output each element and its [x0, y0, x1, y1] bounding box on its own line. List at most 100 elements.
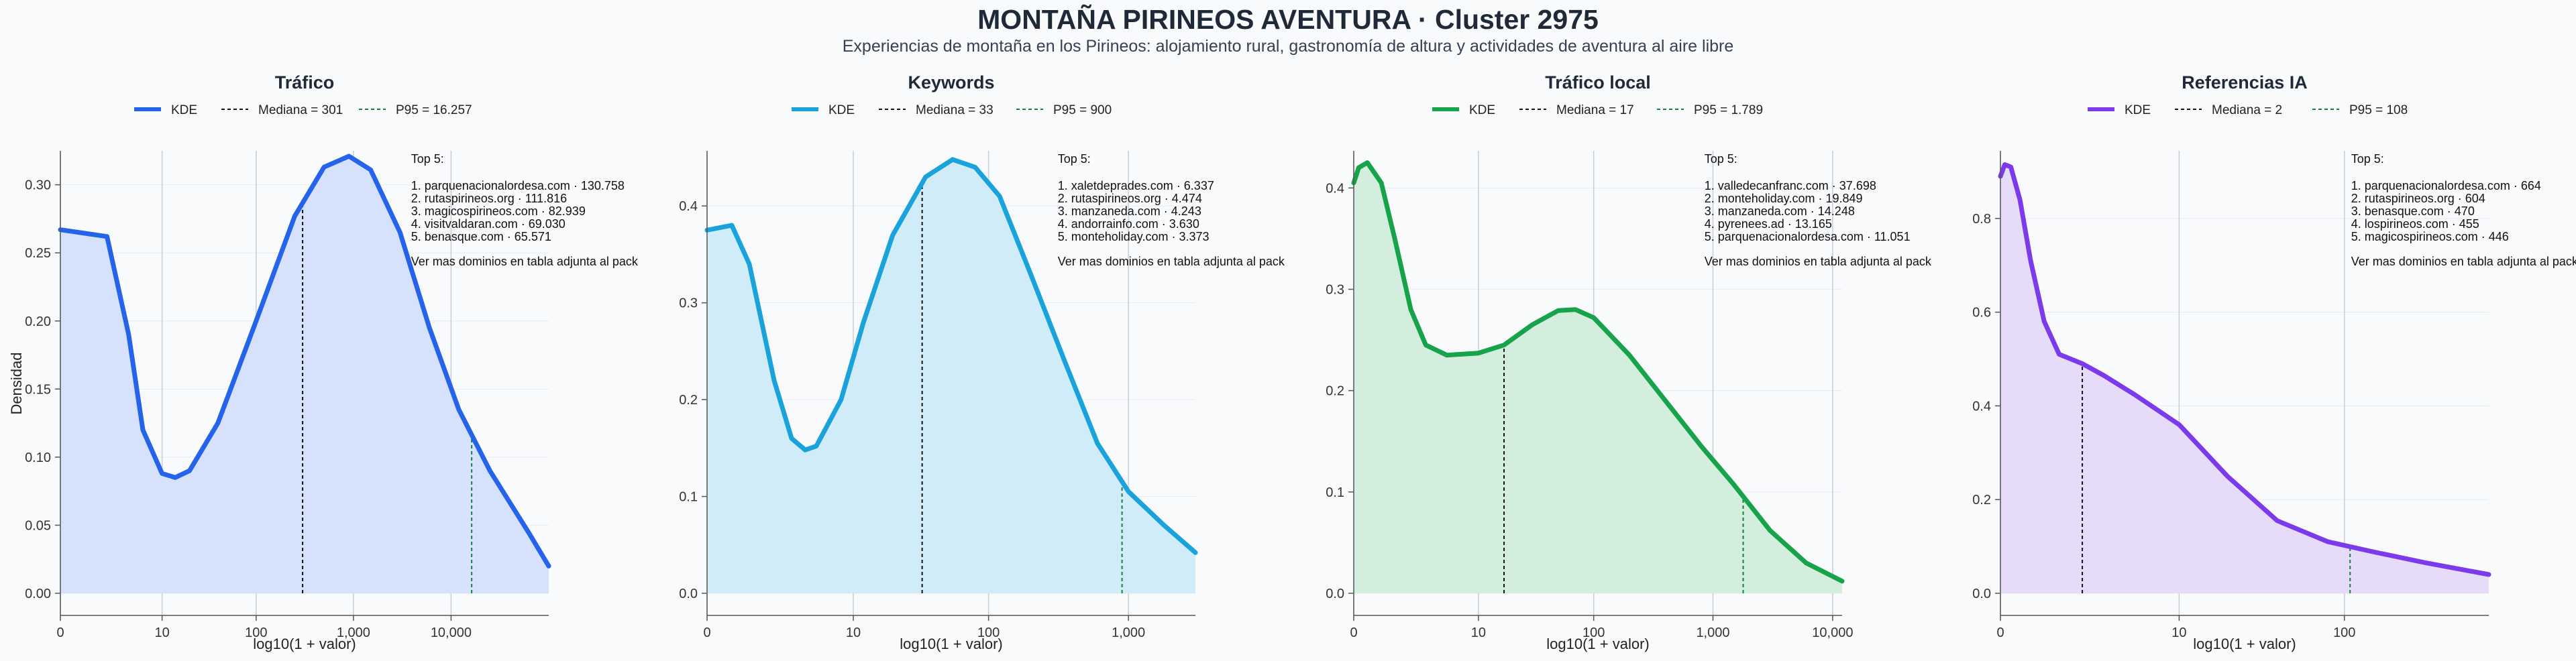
y-axis-label: Densidad — [8, 353, 25, 415]
y-tick-label: 0.8 — [1972, 212, 1991, 227]
top5-item: 5. magicospirineos.com · 446 — [2351, 230, 2509, 243]
legend-kde-label: KDE — [1469, 103, 1495, 117]
y-tick-label: 0.6 — [1972, 306, 1991, 320]
y-tick-label: 0.4 — [1972, 399, 1991, 414]
kde-curve — [1351, 160, 1845, 584]
x-tick-label: 10 — [846, 625, 861, 640]
x-tick-label: 0 — [56, 625, 64, 640]
legend-p95-label: P95 = 16.257 — [396, 103, 472, 117]
legend-kde-label: KDE — [828, 103, 855, 117]
top5-note: Ver mas dominios en tabla adjunta al pac… — [1705, 255, 1932, 268]
top5-title: Top 5: — [2351, 152, 2384, 166]
top5-note: Ver mas dominios en tabla adjunta al pac… — [411, 255, 639, 268]
kde-area — [707, 159, 1195, 593]
y-tick-label: 0.1 — [1326, 485, 1344, 500]
x-tick-label: 10,000 — [1812, 625, 1853, 640]
chart-panel-4: Referencias IA KDE Mediana = 2 P95 = 108 0.0… — [1972, 72, 2576, 652]
x-tick-label: 0 — [1996, 625, 2004, 640]
y-tick-label: 0.0 — [1972, 587, 1991, 601]
legend-p95-label: P95 = 108 — [2349, 103, 2408, 117]
top5-item: 5. benasque.com · 65.571 — [411, 230, 551, 243]
x-tick-label: 1,000 — [337, 625, 370, 640]
top5-title: Top 5: — [1705, 152, 1737, 166]
y-tick-label: 0.1 — [679, 490, 698, 505]
x-tick-label: 100 — [1582, 625, 1605, 640]
kde-area — [1354, 162, 1842, 594]
kde-area — [60, 156, 549, 593]
y-tick-label: 0.05 — [25, 518, 51, 533]
top5-item: 4. pyrenees.ad · 13.165 — [1705, 217, 1832, 231]
x-tick-label: 100 — [2333, 625, 2355, 640]
x-tick-label: 100 — [245, 625, 267, 640]
x-axis-label: log10(1 + valor) — [900, 636, 1002, 652]
top5-item: 1. xaletdeprades.com · 6.337 — [1058, 179, 1214, 192]
top5-item: 3. benasque.com · 470 — [2351, 204, 2475, 218]
x-axis-label: log10(1 + valor) — [1546, 636, 1649, 652]
top5-item: 1. valledecanfranc.com · 37.698 — [1705, 179, 1876, 192]
y-tick-label: 0.0 — [679, 587, 698, 601]
top5-item: 2. rutaspirineos.org · 604 — [2351, 192, 2485, 205]
x-tick-label: 0 — [703, 625, 710, 640]
x-axis-label: log10(1 + valor) — [253, 636, 356, 652]
page-title: MONTAÑA PIRINEOS AVENTURA · Cluster 2975 — [977, 4, 1599, 35]
kde-curve — [58, 154, 551, 568]
top5-item: 5. parquenacionalordesa.com · 11.051 — [1705, 230, 1911, 243]
x-tick-label: 0 — [1350, 625, 1357, 640]
top5-note: Ver mas dominios en tabla adjunta al pac… — [2351, 255, 2576, 268]
chart-panel-1: Tráfico KDE Mediana = 301 P95 = 16.257 0.00 0… — [8, 72, 639, 652]
page-subtitle: Experiencias de montaña en los Pirineos:… — [842, 37, 1734, 56]
legend-median-label: Mediana = 33 — [916, 103, 994, 117]
y-tick-label: 0.4 — [679, 199, 698, 214]
x-tick-label: 1,000 — [1112, 625, 1145, 640]
x-tick-label: 10,000 — [431, 625, 472, 640]
top5-note: Ver mas dominios en tabla adjunta al pac… — [1058, 255, 1285, 268]
top5-item: 4. lospirineos.com · 455 — [2351, 217, 2479, 231]
legend-kde-label: KDE — [2125, 103, 2151, 117]
top5-item: 5. monteholiday.com · 3.373 — [1058, 230, 1210, 243]
top5-item: 2. rutaspirineos.org · 111.816 — [411, 192, 567, 205]
y-tick-label: 0.10 — [25, 450, 51, 465]
legend-p95-label: P95 = 1.789 — [1694, 103, 1763, 117]
x-tick-label: 1,000 — [1696, 625, 1729, 640]
x-tick-label: 10 — [155, 625, 170, 640]
top5-item: 2. monteholiday.com · 19.849 — [1705, 192, 1863, 205]
chart-title: Keywords — [908, 72, 994, 93]
y-tick-label: 0.3 — [679, 296, 698, 311]
y-tick-label: 0.00 — [25, 587, 51, 601]
top5-title: Top 5: — [411, 152, 444, 166]
x-axis-label: log10(1 + valor) — [2193, 636, 2296, 652]
top5-item: 1. parquenacionalordesa.com · 130.758 — [411, 179, 625, 192]
chart-title: Referencias IA — [2182, 72, 2308, 93]
y-tick-label: 0.3 — [1326, 283, 1344, 298]
legend-kde-label: KDE — [171, 103, 197, 117]
kde-curve — [704, 157, 1198, 555]
x-tick-label: 10 — [1471, 625, 1486, 640]
top5-item: 3. manzaneda.com · 14.248 — [1705, 204, 1855, 218]
top5-title: Top 5: — [1058, 152, 1091, 166]
top5-item: 3. magicospirineos.com · 82.939 — [411, 204, 586, 218]
top5-item: 4. andorrainfo.com · 3.630 — [1058, 217, 1199, 231]
y-tick-label: 0.20 — [25, 314, 51, 329]
x-tick-label: 100 — [977, 625, 1000, 640]
y-tick-label: 0.2 — [679, 393, 698, 408]
legend-median-label: Mediana = 301 — [258, 103, 343, 117]
y-tick-label: 0.2 — [1972, 493, 1991, 507]
y-tick-label: 0.4 — [1326, 181, 1344, 196]
y-tick-label: 0.2 — [1326, 384, 1344, 399]
legend-median-label: Mediana = 17 — [1556, 103, 1634, 117]
top5-item: 4. visitvaldaran.com · 69.030 — [411, 217, 566, 231]
legend-median-label: Mediana = 2 — [2212, 103, 2282, 117]
top5-item: 3. manzaneda.com · 4.243 — [1058, 204, 1201, 218]
y-tick-label: 0.15 — [25, 382, 51, 397]
y-tick-label: 0.25 — [25, 246, 51, 261]
kde-curve — [1998, 162, 2491, 577]
chart-panel-3: Tráfico local KDE Mediana = 17 P95 = 1.789 0… — [1326, 72, 1932, 652]
chart-panel-2: Keywords KDE Mediana = 33 P95 = 900 0.0 0.1 0.… — [679, 72, 1285, 652]
kde-area — [2000, 164, 2489, 593]
top5-item: 1. parquenacionalordesa.com · 664 — [2351, 179, 2541, 192]
legend-p95-label: P95 = 900 — [1053, 103, 1112, 117]
chart-title: Tráfico local — [1545, 72, 1651, 93]
y-tick-label: 0.0 — [1326, 587, 1344, 601]
x-tick-label: 10 — [2171, 625, 2186, 640]
